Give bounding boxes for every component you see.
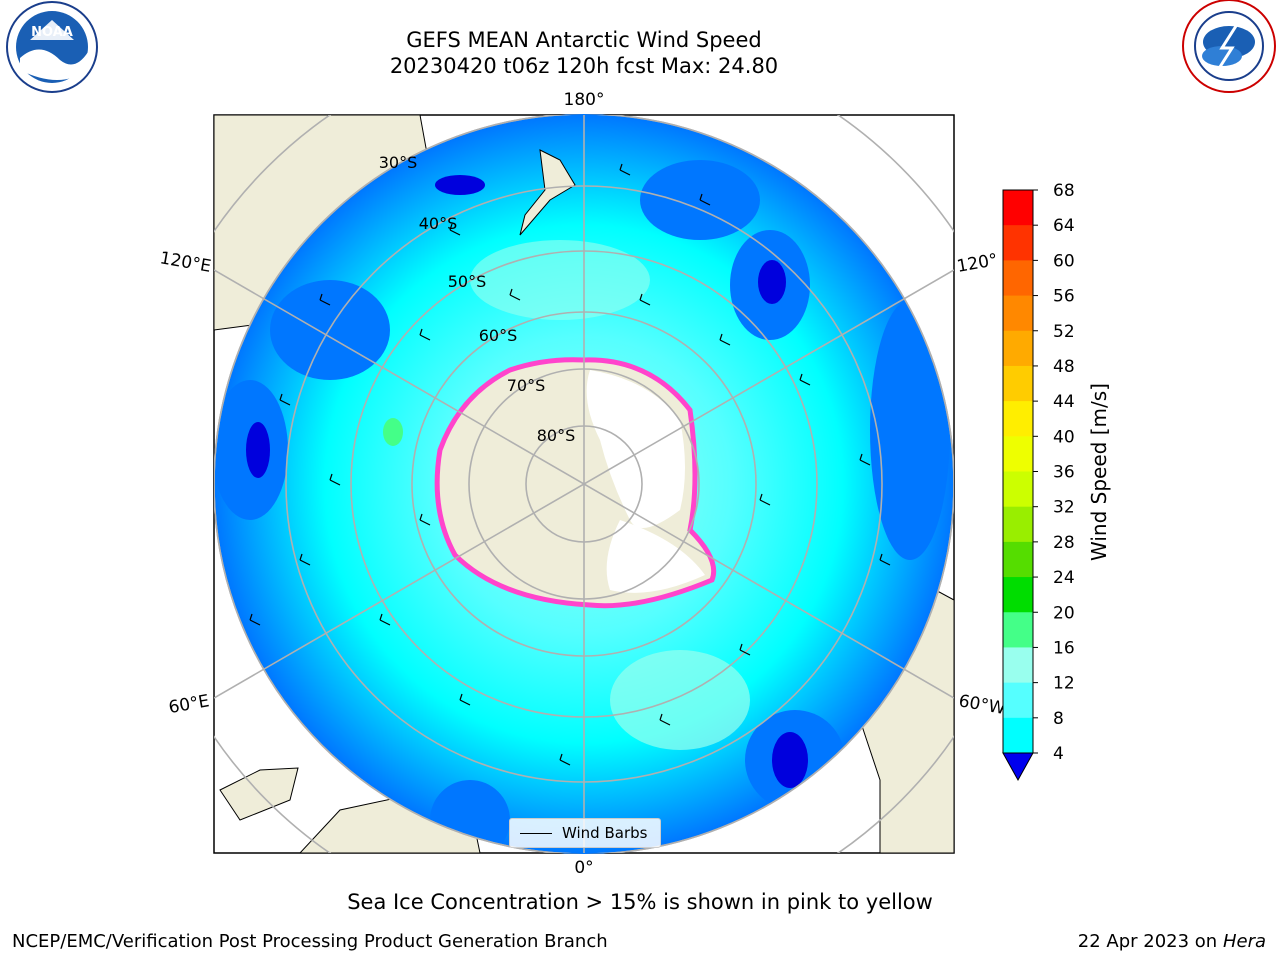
colorbar-tick-label: 12 (1053, 674, 1075, 694)
lat-label-30s: 30°S (379, 153, 418, 172)
colorbar-tick-label: 36 (1053, 463, 1075, 483)
lon-label-60e: 60°E (167, 691, 211, 718)
colorbar-segment (1003, 577, 1033, 613)
colorbar-segment (1003, 330, 1033, 367)
wind-barbs (249, 163, 891, 766)
land-new-zealand (519, 149, 576, 236)
colorbar-segment (1003, 190, 1033, 226)
lon-label-0: 0° (574, 858, 593, 878)
noaa-logo-text: NOAA (31, 25, 73, 40)
colorbar-tick-label: 16 (1053, 638, 1075, 658)
footer-producer: NCEP/EMC/Verification Post Processing Pr… (12, 931, 608, 952)
lon-label-180: 180° (564, 90, 605, 110)
nws-logo (1182, 0, 1276, 93)
colorbar-segment (1003, 260, 1033, 297)
colorbar-segment (1003, 682, 1033, 719)
lon-label-120e: 120°E (158, 248, 212, 277)
colorbar-tick-label: 40 (1053, 427, 1075, 447)
colorbar-segment (1003, 365, 1033, 402)
footer-machine: Hera (1222, 931, 1266, 952)
colorbar-tick-label: 24 (1053, 568, 1075, 588)
colorbar-tick-label: 64 (1053, 216, 1075, 236)
colorbar-segment (1003, 717, 1033, 754)
colorbar-segment (1003, 541, 1033, 578)
footer-date: 22 Apr 2023 on Hera (1078, 931, 1266, 952)
colorbar-tick-label: 32 (1053, 498, 1075, 518)
colorbar-extend-triangle (1002, 752, 1034, 782)
legend-line-icon (520, 832, 552, 834)
colorbar-segment (1003, 647, 1033, 684)
colorbar-segment (1003, 225, 1033, 261)
lat-label-80s: 80°S (537, 426, 576, 445)
colorbar-tick-label: 28 (1053, 533, 1075, 553)
colorbar-label: Wind Speed [m/s] (1087, 383, 1111, 561)
legend-label: Wind Barbs (562, 824, 648, 842)
colorbar-segment (1003, 436, 1033, 472)
colorbar-tick-label: 52 (1053, 322, 1075, 342)
colorbar-segment (1003, 401, 1033, 437)
chart-title: GEFS MEAN Antarctic Wind Speed (406, 28, 762, 52)
colorbar-segment (1003, 506, 1033, 543)
colorbar-segment (1003, 295, 1033, 332)
lon-label-120w: 120° (955, 250, 999, 277)
colorbar-tick-label: 68 (1053, 181, 1075, 201)
colorbar-tick-label: 48 (1053, 357, 1075, 377)
noaa-logo: NOAA (6, 1, 98, 93)
lat-label-70s: 70°S (507, 376, 546, 395)
colorbar-segment (1003, 471, 1033, 508)
lat-label-40s: 40°S (419, 214, 458, 233)
colorbar-tick-label: 20 (1053, 603, 1075, 623)
colorbar-tick-label: 60 (1053, 251, 1075, 271)
colorbar-tick-label: 56 (1053, 287, 1075, 307)
chart-subtitle-forecast: 20230420 t06z 120h fcst Max: 24.80 (389, 54, 779, 78)
lat-label-60s: 60°S (479, 326, 518, 345)
colorbar-segment (1003, 612, 1033, 648)
sea-ice-note: Sea Ice Concentration > 15% is shown in … (347, 890, 933, 914)
lon-label-60w: 60°W (957, 691, 1007, 719)
colorbar-tick-label: 8 (1053, 709, 1064, 729)
colorbar-tick-label: 4 (1053, 744, 1064, 764)
lat-label-50s: 50°S (448, 272, 487, 291)
wind-barbs-legend: Wind Barbs (509, 818, 661, 848)
colorbar-tick-label: 44 (1053, 392, 1075, 412)
land-madagascar (219, 767, 299, 821)
colorbar: 68 64 60 56 52 48 44 40 36 32 28 24 20 16 12 8 4 (1002, 181, 1075, 782)
footer-date-text: 22 Apr 2023 on (1077, 931, 1223, 952)
